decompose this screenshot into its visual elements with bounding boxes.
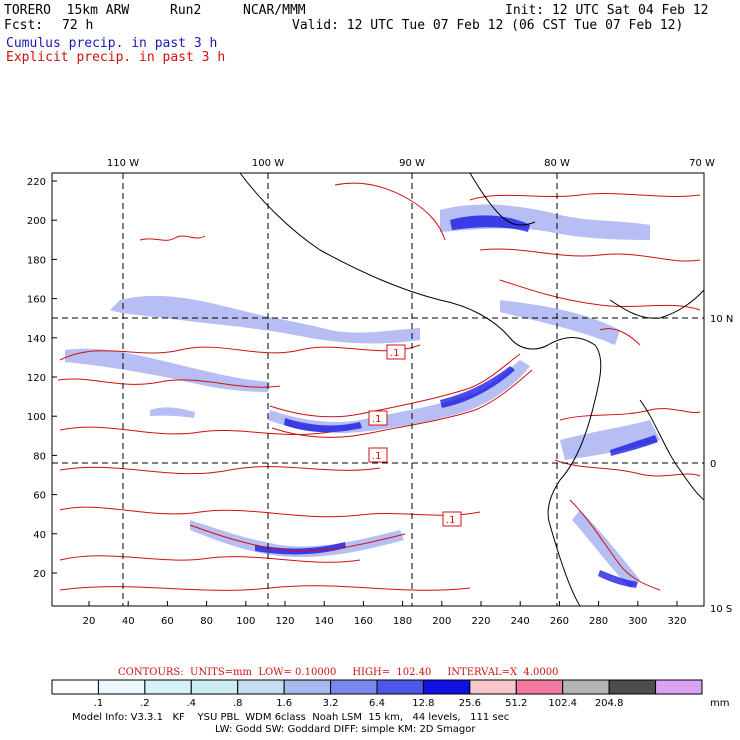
contour-interval: INTERVAL=X 4.0000 [447,667,559,678]
field-cumulus-label: Cumulus precip. in past 3 h [6,36,218,51]
contour-low: LOW= 0.10000 [258,667,337,678]
contour-label-boxes: .1 .1 .1 .1 [368,344,462,527]
x-tick-label: 120 [275,616,294,627]
x-tick-label: 320 [667,616,686,627]
colorbar-label: 12.8 [412,698,434,709]
colorbar-swatch [144,679,192,695]
contour-info-label: CONTOURS: [118,667,184,678]
forecast-hour: 72 h [62,18,94,33]
lon-label: 90 W [399,158,425,169]
explicit-precip-contours [57,182,701,591]
init-time: Init: 12 UTC Sat 04 Feb 12 [505,3,709,18]
x-tick-label: 20 [83,616,96,627]
contour-box-label-2: .1 [372,414,382,425]
contour-box-label-3: .1 [372,451,382,462]
colorbar-swatch [608,679,657,695]
lon-label: 100 W [252,158,284,169]
x-tick-label: 220 [471,616,490,627]
contour-box-label-4: .1 [446,515,456,526]
cumulus-precip-core [255,215,658,588]
y-tick-label: 80 [33,451,46,462]
y-tick-label: 60 [33,491,46,502]
colorbar-swatch [469,679,517,695]
lon-label: 80 W [544,158,570,169]
colorbar-label: 25.6 [459,698,481,709]
x-tick-label: 40 [122,616,135,627]
model-title: TORERO 15km ARW [4,3,130,18]
colorbar-label: .2 [140,698,150,709]
lon-labels: 110 W 100 W 90 W 80 W 70 W [107,158,715,169]
colorbar-label: 102.4 [548,698,577,709]
colorbar-swatch [97,679,146,695]
y-tick-label: 100 [27,412,46,423]
x-tick-label: 280 [589,616,608,627]
y-tick-label: 200 [27,216,46,227]
field-explicit-label: Explicit precip. in past 3 h [6,50,226,65]
colorbar-swatch [51,679,99,695]
x-tick-label: 100 [236,616,255,627]
contour-high: HIGH= 102.40 [352,667,432,678]
y-tick-label: 120 [27,373,46,384]
colorbar-label: .8 [233,698,243,709]
y-grid-ticks: 220 200 180 160 140 120 100 80 60 40 20 [27,177,57,580]
x-tick-label: 60 [161,616,174,627]
x-tick-label: 160 [354,616,373,627]
lat-labels: 10 N 0 10 S [710,314,733,615]
colorbar-swatch [190,679,239,695]
colorbar-swatch [237,679,285,695]
run-label: Run2 [170,3,202,18]
contour-units: UNITS=mm [190,667,253,678]
colorbar-swatch [562,679,610,695]
contour-info: CONTOURS: UNITS=mm LOW= 0.10000 HIGH= 10… [118,667,558,678]
colorbar-unit: mm [710,698,729,709]
colorbar-swatch [283,679,332,695]
y-tick-label: 160 [27,295,46,306]
colorbar-labels: .1 .2 .4 .8 1.6 3.2 6.4 12.8 25.6 51.2 102.4 204.8 [94,698,624,709]
model-physics: LW: Godd SW: Goddard DIFF: simple KM: 2D… [215,724,476,735]
org-label: NCAR/MMM [243,3,306,18]
x-tick-label: 240 [511,616,530,627]
lon-label: 110 W [107,158,139,169]
x-tick-label: 180 [393,616,412,627]
contour-box-label-1: .1 [390,348,400,359]
y-tick-label: 140 [27,334,46,345]
valid-time: Valid: 12 UTC Tue 07 Feb 12 (06 CST Tue … [292,18,684,33]
y-tick-label: 220 [27,177,46,188]
colorbar-label: .1 [94,698,104,709]
x-tick-label: 300 [628,616,647,627]
x-tick-label: 200 [432,616,451,627]
colorbar-label: .4 [187,698,197,709]
y-tick-label: 40 [33,530,46,541]
x-grid-ticks: 20 40 60 80 100 120 140 160 180 200 220 240 260 280 30… [83,601,687,627]
lat-label: 0 [710,459,716,470]
model-info: Model Info: V3.3.1 KF YSU PBL WDM 6class… [72,712,510,723]
colorbar-label: 3.2 [323,698,339,709]
forecast-label: Fcst: [4,18,44,33]
lat-label: 10 N [710,314,733,325]
colorbar-swatch [655,679,703,695]
colorbar-label: 51.2 [505,698,527,709]
coastlines [239,173,704,606]
colorbar-swatch [515,679,564,695]
map-frame [51,172,705,607]
x-tick-label: 260 [550,616,569,627]
x-tick-label: 80 [200,616,213,627]
lat-label: 10 S [710,604,732,615]
y-tick-label: 20 [33,569,46,580]
colorbar-label: 6.4 [369,698,385,709]
colorbar-label: 204.8 [595,698,624,709]
colorbar-swatch [330,679,378,695]
x-tick-label: 140 [315,616,334,627]
colorbar: .1.2.4.8 1.6 3.2 6.4 12.8 25.6 51.2 102.4 204.8 … [51,679,729,709]
colorbar-swatch [422,679,471,695]
colorbar-swatch [376,679,424,695]
lon-label: 70 W [689,158,715,169]
graticule [52,173,704,606]
colorbar-label: 1.6 [276,698,292,709]
colorbar-swatches [51,679,703,695]
y-tick-label: 180 [27,255,46,266]
